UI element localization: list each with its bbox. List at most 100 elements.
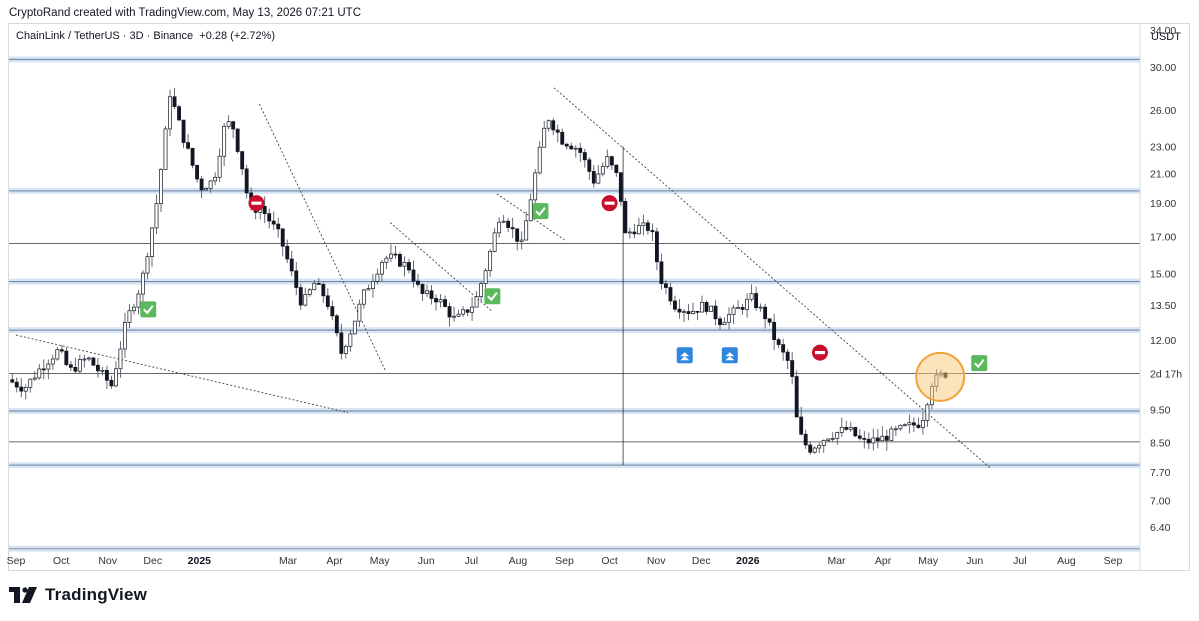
candle-body — [271, 220, 276, 225]
candle-body — [294, 270, 299, 288]
candle-body — [411, 269, 416, 282]
candle-body — [641, 222, 646, 226]
candle-body — [866, 438, 871, 444]
time-tick-label: Sep — [7, 555, 26, 567]
candle-body — [91, 357, 96, 366]
time-tick-label: Mar — [827, 555, 846, 567]
check-icon — [143, 305, 154, 315]
candle-body — [893, 428, 898, 431]
time-tick-label: Mar — [279, 555, 298, 567]
candle-body — [474, 296, 479, 308]
candle-body — [452, 315, 456, 318]
candle-body — [186, 142, 190, 149]
candle-body — [555, 129, 560, 133]
candle-body — [884, 435, 889, 441]
candle-body — [898, 424, 903, 430]
candle-body — [659, 261, 664, 285]
candle-body — [389, 253, 393, 259]
candle-body — [515, 228, 520, 242]
candle-body — [163, 128, 168, 170]
candle-body — [28, 378, 33, 388]
candle-body — [564, 143, 569, 147]
candle-body — [41, 368, 46, 371]
double-arrow-up-icon — [725, 352, 735, 361]
candle-body — [569, 145, 574, 150]
candle-body — [100, 369, 105, 372]
check-icon — [532, 203, 549, 220]
candle-body — [14, 381, 19, 388]
candle-body — [907, 422, 912, 426]
candle-body — [537, 146, 542, 174]
candle-body — [289, 258, 294, 272]
candle-body — [916, 424, 921, 428]
candle-body — [172, 96, 177, 108]
candle-body — [677, 308, 682, 313]
candle-body — [623, 201, 628, 234]
candle-body — [366, 288, 371, 291]
time-tick-label: May — [918, 555, 939, 567]
candle-body — [357, 303, 362, 322]
check-icon — [140, 301, 157, 318]
candle-body — [425, 290, 429, 294]
time-tick-label: Dec — [143, 555, 162, 567]
candle-body — [68, 364, 73, 368]
bar-countdown-label: 2d 17h — [1150, 368, 1182, 380]
candle-body — [361, 289, 366, 305]
candle-body — [551, 120, 556, 131]
trendline — [15, 334, 349, 414]
candle-body — [654, 231, 659, 263]
candle-body — [416, 280, 420, 285]
time-tick-label: May — [370, 555, 391, 567]
candle-body — [767, 318, 772, 323]
candle-body — [862, 438, 867, 440]
candle-body — [127, 310, 132, 323]
chart-frame — [8, 23, 1190, 571]
symbol-legend[interactable]: ChainLink / TetherUS · 3D · Binance +0.2… — [16, 30, 275, 42]
tradingview-logo[interactable]: TradingView — [9, 585, 147, 605]
tradingview-logo-text: TradingView — [45, 585, 148, 604]
candle-body — [713, 305, 718, 320]
candle-body — [235, 128, 240, 152]
tradingview-logo-icon — [9, 587, 37, 603]
time-tick-label: Aug — [509, 555, 528, 567]
candle-body — [177, 106, 181, 121]
candle-body — [240, 151, 245, 170]
candle-body — [668, 287, 673, 302]
candle-body — [370, 281, 375, 289]
candle-body — [727, 314, 731, 323]
no-entry-icon — [251, 201, 262, 205]
candle-body — [479, 283, 484, 297]
candle-body — [587, 159, 592, 172]
candle-body — [785, 351, 790, 361]
price-tick-label: 26.00 — [1150, 105, 1176, 117]
candle-body — [627, 231, 632, 234]
check-icon — [535, 206, 546, 217]
price-tick-label: 12.00 — [1150, 335, 1176, 347]
candle-body — [262, 205, 267, 215]
candle-body — [736, 307, 740, 309]
candle-body — [109, 379, 114, 387]
candle-body — [546, 120, 551, 129]
candle-body — [835, 432, 840, 439]
candle-body — [226, 121, 231, 127]
candle-body — [190, 147, 195, 166]
candle-body — [853, 427, 858, 437]
candle-body — [32, 377, 37, 380]
time-tick-label: Jun — [966, 555, 983, 567]
price-tick-label: 7.00 — [1150, 495, 1171, 507]
candle-body — [443, 299, 447, 307]
candle-body — [379, 262, 384, 275]
candle-body — [384, 257, 389, 263]
price-axis-unit[interactable]: USDT — [1151, 31, 1181, 43]
trendline — [553, 87, 992, 470]
candle-body — [465, 309, 470, 313]
candle-body — [812, 447, 817, 453]
price-tick-label: 6.40 — [1150, 522, 1171, 534]
candle-body — [596, 173, 601, 184]
candle-body — [208, 180, 213, 189]
candle-body — [159, 169, 163, 204]
candle-body — [645, 222, 650, 231]
symbol-name: ChainLink / TetherUS — [16, 30, 120, 42]
candle-body — [222, 126, 227, 157]
